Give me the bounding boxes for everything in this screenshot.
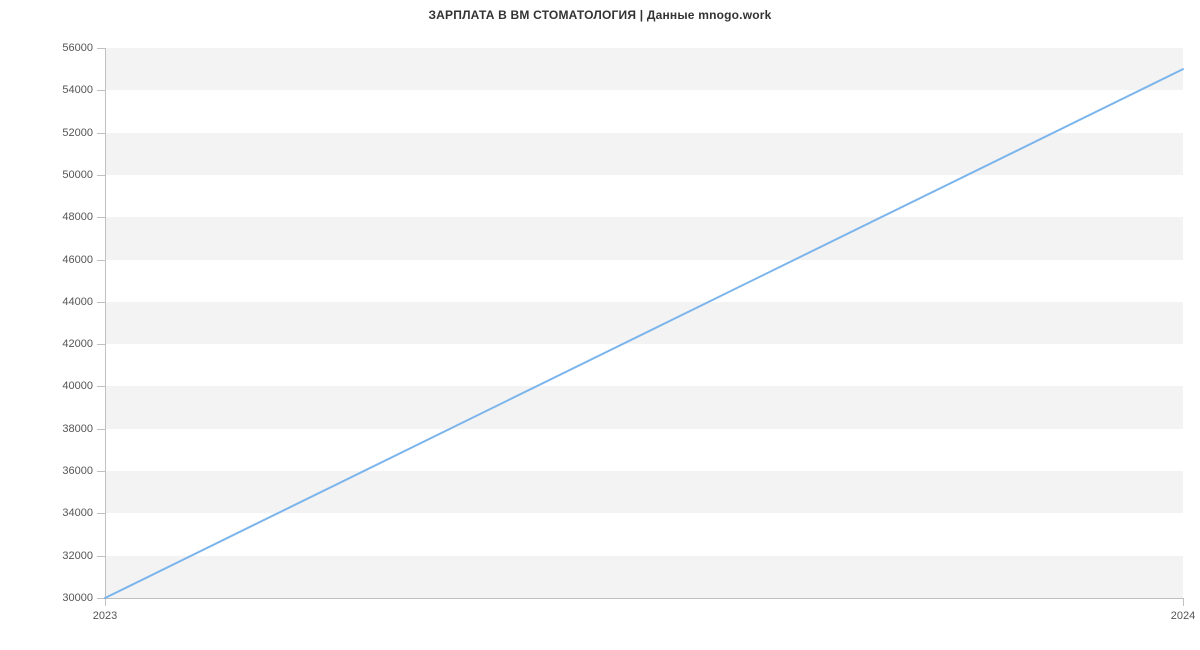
y-tick (97, 513, 105, 514)
salary-line-chart: ЗАРПЛАТА В ВМ СТОМАТОЛОГИЯ | Данные mnog… (0, 0, 1200, 650)
y-tick-label: 38000 (33, 423, 93, 435)
y-tick (97, 344, 105, 345)
y-tick-label: 54000 (33, 84, 93, 96)
y-tick-label: 50000 (33, 169, 93, 181)
y-tick-label: 34000 (33, 507, 93, 519)
y-tick-label: 46000 (33, 254, 93, 266)
y-tick (97, 556, 105, 557)
y-tick-label: 44000 (33, 296, 93, 308)
plot-area: 3000032000340003600038000400004200044000… (105, 48, 1183, 598)
y-tick (97, 133, 105, 134)
x-tick-label: 2023 (93, 610, 117, 622)
x-axis (105, 598, 1183, 599)
chart-title: ЗАРПЛАТА В ВМ СТОМАТОЛОГИЯ | Данные mnog… (0, 8, 1200, 22)
y-tick (97, 598, 105, 599)
y-tick (97, 48, 105, 49)
x-tick (1183, 598, 1184, 606)
y-tick (97, 429, 105, 430)
y-tick-label: 52000 (33, 127, 93, 139)
y-tick (97, 471, 105, 472)
y-tick-label: 56000 (33, 42, 93, 54)
y-tick (97, 175, 105, 176)
x-tick-label: 2024 (1171, 610, 1195, 622)
y-tick-label: 36000 (33, 465, 93, 477)
line-series (105, 48, 1183, 598)
y-tick (97, 386, 105, 387)
y-tick-label: 30000 (33, 592, 93, 604)
y-tick (97, 90, 105, 91)
x-tick (105, 598, 106, 606)
y-tick (97, 260, 105, 261)
y-tick-label: 48000 (33, 211, 93, 223)
y-tick (97, 302, 105, 303)
y-tick-label: 40000 (33, 380, 93, 392)
y-tick (97, 217, 105, 218)
y-tick-label: 32000 (33, 550, 93, 562)
y-tick-label: 42000 (33, 338, 93, 350)
